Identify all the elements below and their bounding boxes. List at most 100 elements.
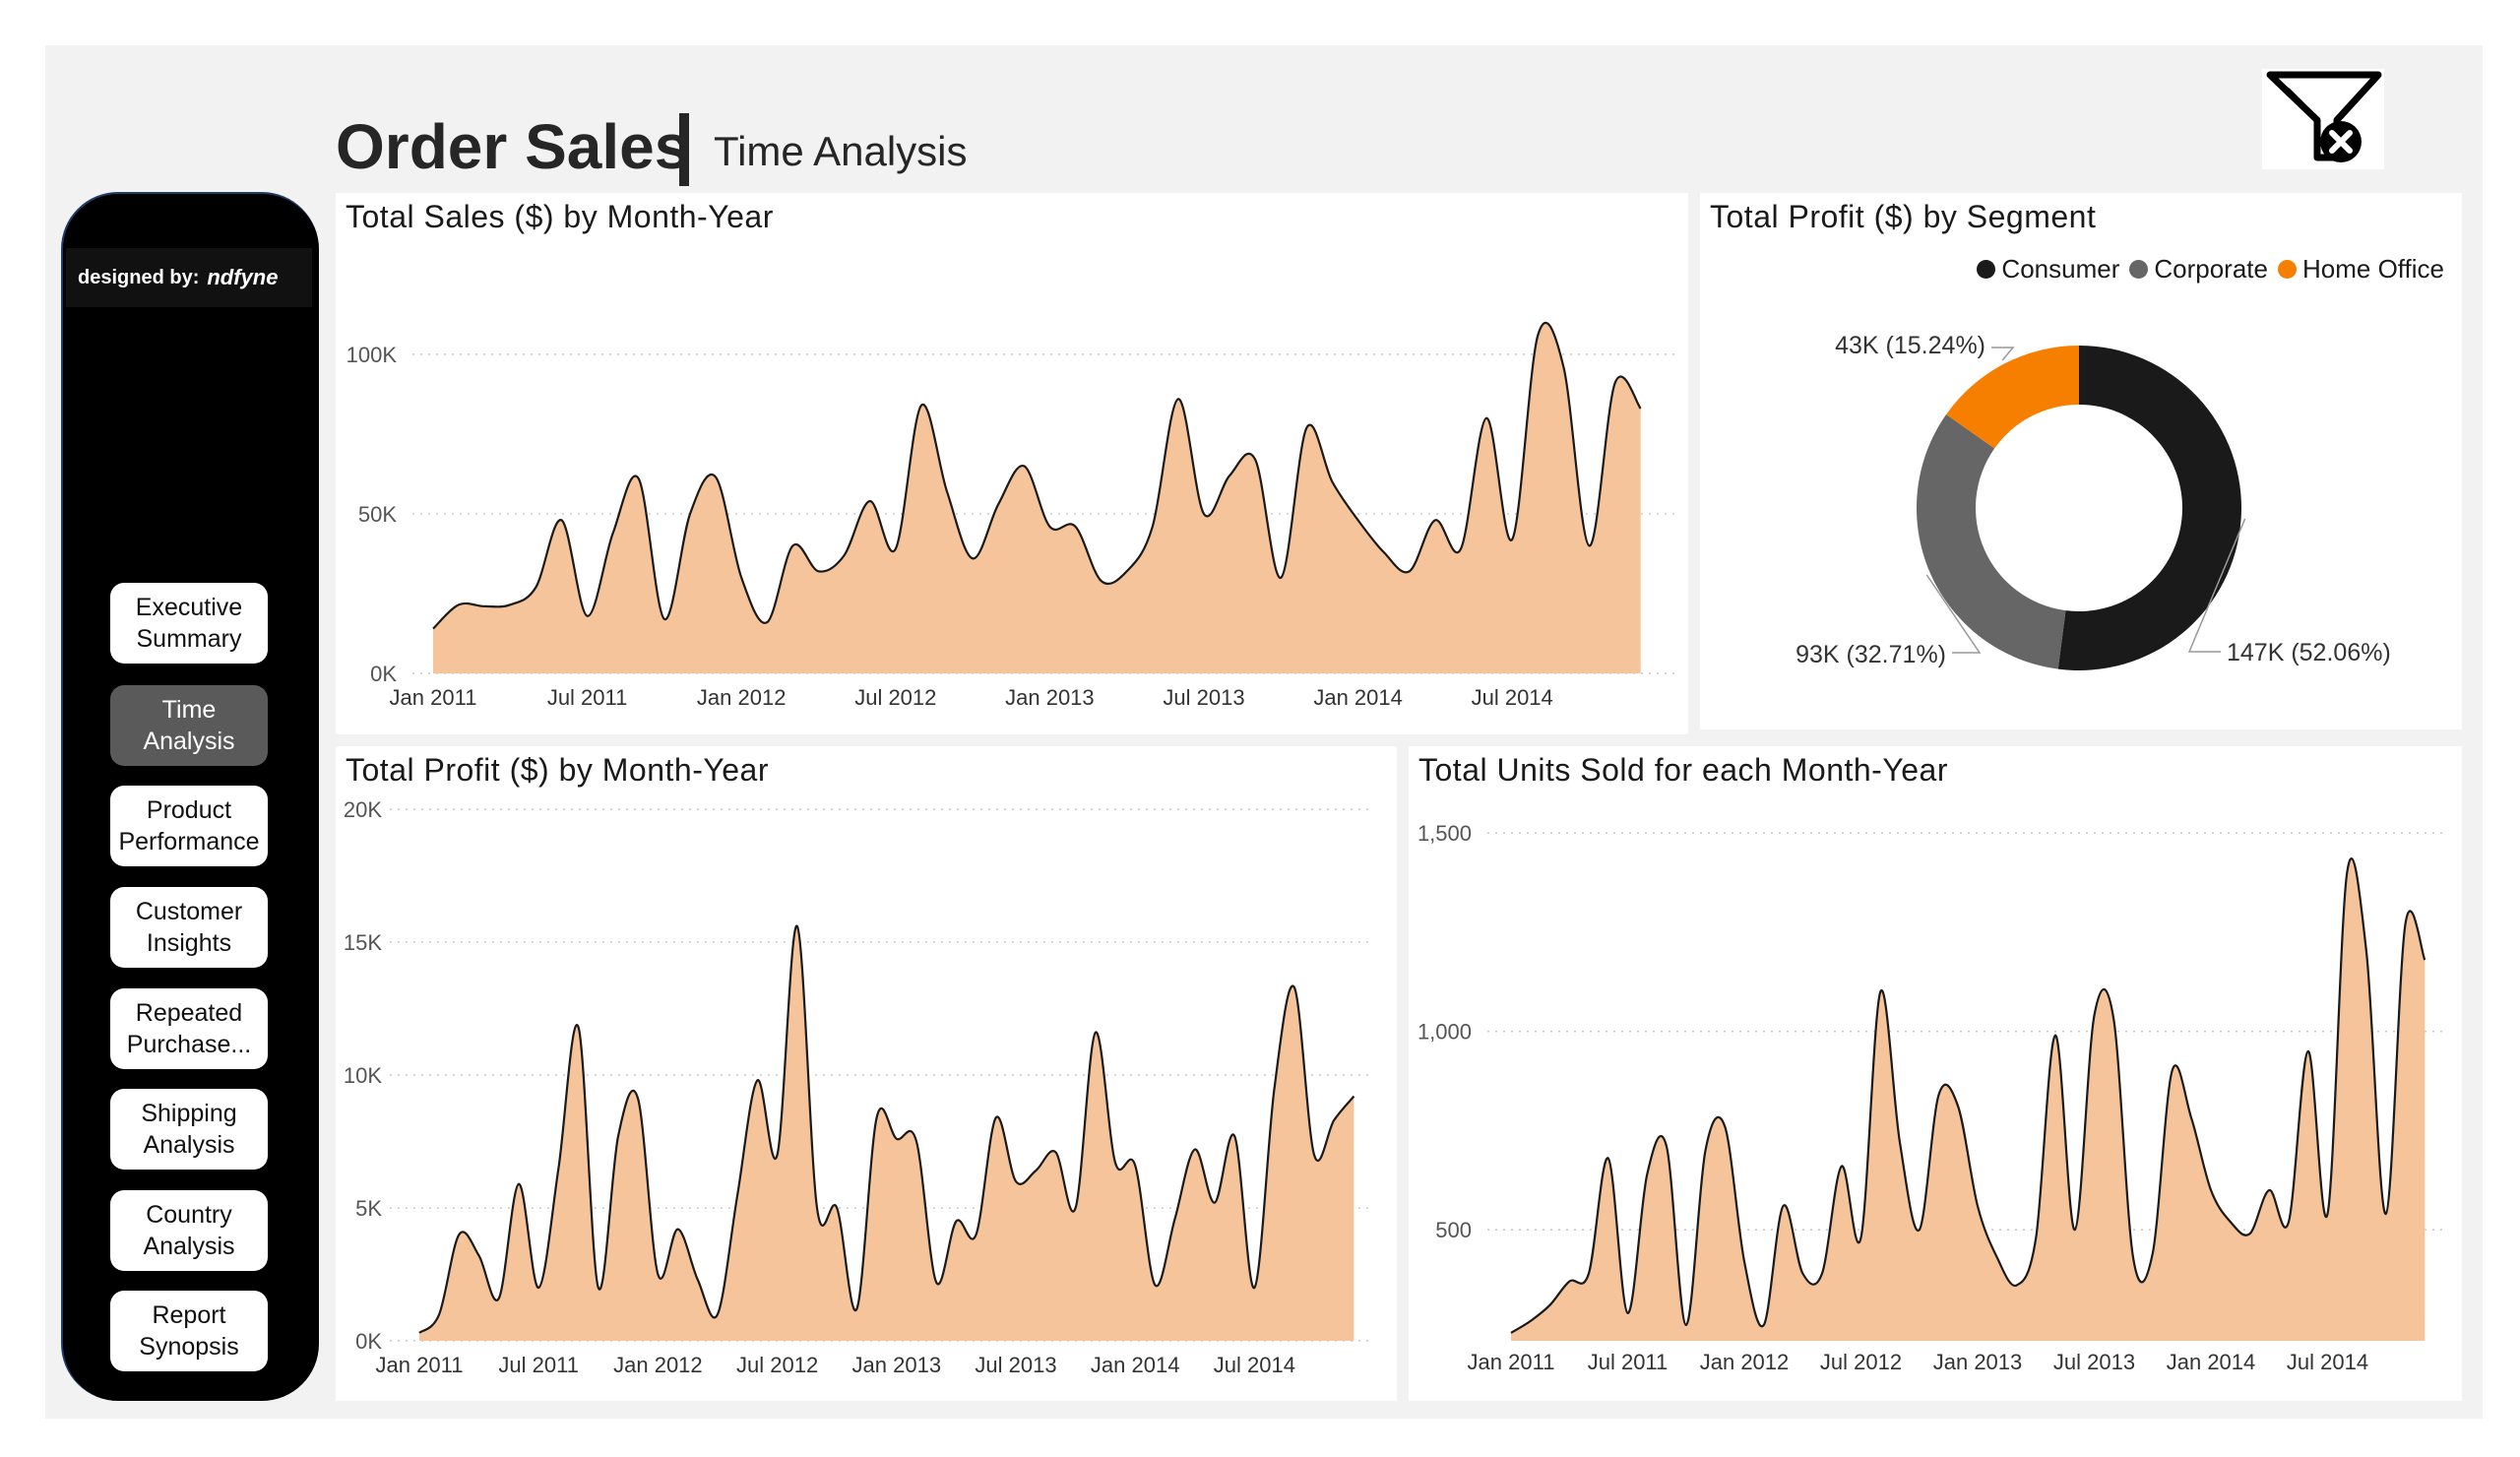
data-point[interactable] bbox=[1353, 514, 1364, 526]
data-point[interactable] bbox=[2361, 946, 2372, 958]
data-point[interactable] bbox=[992, 498, 1004, 510]
data-point[interactable] bbox=[1622, 1307, 1634, 1319]
data-point[interactable] bbox=[1603, 1153, 1614, 1165]
data-point[interactable] bbox=[891, 1133, 903, 1145]
data-point[interactable] bbox=[473, 1250, 485, 1262]
data-point[interactable] bbox=[478, 601, 490, 612]
data-point[interactable] bbox=[787, 539, 798, 551]
data-point[interactable] bbox=[1778, 1200, 1790, 1212]
data-point[interactable] bbox=[1209, 1197, 1221, 1209]
data-point[interactable] bbox=[1641, 1169, 1653, 1180]
data-point[interactable] bbox=[2225, 1216, 2236, 1228]
data-point[interactable] bbox=[950, 1216, 962, 1228]
data-point[interactable] bbox=[2127, 1251, 2139, 1263]
data-point[interactable] bbox=[839, 549, 850, 561]
data-point[interactable] bbox=[751, 1074, 763, 1086]
data-point[interactable] bbox=[1070, 1202, 1082, 1214]
data-point[interactable] bbox=[1096, 575, 1107, 587]
data-point[interactable] bbox=[533, 1282, 544, 1294]
data-point[interactable] bbox=[2069, 1224, 2081, 1235]
data-point[interactable] bbox=[731, 1189, 743, 1201]
data-point[interactable] bbox=[890, 543, 902, 555]
data-point[interactable] bbox=[1583, 1267, 1595, 1279]
data-point[interactable] bbox=[1224, 470, 1235, 481]
legend-consumer[interactable]: Consumer bbox=[1977, 254, 2119, 285]
data-point[interactable] bbox=[1248, 1282, 1260, 1294]
data-point[interactable] bbox=[1308, 1149, 1320, 1161]
data-point[interactable] bbox=[1169, 1213, 1181, 1225]
data-point[interactable] bbox=[607, 527, 619, 538]
data-point[interactable] bbox=[1661, 1141, 1672, 1153]
data-point[interactable] bbox=[672, 1224, 684, 1235]
donut-slice-home-office[interactable] bbox=[1946, 346, 2079, 449]
data-point[interactable] bbox=[1609, 377, 1621, 389]
data-point[interactable] bbox=[1933, 1089, 1945, 1101]
data-point[interactable] bbox=[2302, 1045, 2314, 1057]
data-point[interactable] bbox=[930, 1277, 942, 1289]
data-point[interactable] bbox=[1300, 421, 1312, 433]
data-point[interactable] bbox=[1327, 476, 1339, 488]
data-point[interactable] bbox=[2283, 1216, 2295, 1228]
data-point[interactable] bbox=[593, 1282, 604, 1294]
data-point[interactable] bbox=[1914, 1224, 1925, 1235]
data-point[interactable] bbox=[2185, 1112, 2197, 1124]
data-point[interactable] bbox=[831, 1202, 843, 1214]
data-point[interactable] bbox=[453, 599, 465, 610]
data-point[interactable] bbox=[1738, 1255, 1750, 1267]
data-point[interactable] bbox=[2205, 1184, 2217, 1196]
data-point[interactable] bbox=[427, 623, 439, 635]
data-point[interactable] bbox=[1189, 1144, 1201, 1156]
nav-country-analysis[interactable]: Country Analysis bbox=[110, 1190, 268, 1271]
data-point[interactable] bbox=[811, 1202, 823, 1214]
data-point[interactable] bbox=[1480, 412, 1492, 424]
nav-executive-summary[interactable]: Executive Summary bbox=[110, 583, 268, 664]
data-point[interactable] bbox=[1129, 1160, 1141, 1172]
data-point[interactable] bbox=[2244, 1228, 2256, 1239]
data-point[interactable] bbox=[813, 565, 825, 577]
data-point[interactable] bbox=[1557, 361, 1569, 373]
data-point[interactable] bbox=[2108, 1014, 2119, 1026]
data-point[interactable] bbox=[2341, 866, 2353, 878]
data-point[interactable] bbox=[1429, 514, 1441, 526]
data-point[interactable] bbox=[433, 1308, 445, 1320]
data-point[interactable] bbox=[1328, 1114, 1340, 1126]
clear-filters-button[interactable] bbox=[2262, 69, 2384, 169]
data-point[interactable] bbox=[1796, 1267, 1808, 1279]
data-point[interactable] bbox=[735, 572, 747, 584]
data-point[interactable] bbox=[552, 1163, 564, 1174]
data-point[interactable] bbox=[684, 508, 696, 520]
data-point[interactable] bbox=[413, 1327, 425, 1339]
data-point[interactable] bbox=[1719, 1120, 1731, 1132]
data-point[interactable] bbox=[911, 1136, 922, 1148]
legend-corporate[interactable]: Corporate bbox=[2129, 254, 2268, 285]
data-point[interactable] bbox=[2419, 954, 2430, 966]
data-point[interactable] bbox=[1874, 985, 1886, 997]
data-point[interactable] bbox=[1121, 565, 1133, 577]
data-point[interactable] bbox=[582, 610, 594, 622]
donut-slice-consumer[interactable] bbox=[2057, 346, 2241, 670]
data-point[interactable] bbox=[2089, 1010, 2101, 1022]
data-point[interactable] bbox=[692, 1274, 704, 1286]
nav-report-synopsis[interactable]: Report Synopsis bbox=[110, 1291, 268, 1371]
data-point[interactable] bbox=[1198, 508, 1210, 520]
data-point[interactable] bbox=[971, 1229, 982, 1240]
data-point[interactable] bbox=[1506, 534, 1518, 545]
data-point[interactable] bbox=[1030, 1165, 1041, 1176]
data-point[interactable] bbox=[1275, 572, 1287, 584]
data-point[interactable] bbox=[710, 472, 722, 483]
data-point[interactable] bbox=[1109, 1157, 1121, 1169]
data-point[interactable] bbox=[967, 552, 978, 564]
data-point[interactable] bbox=[513, 1178, 525, 1190]
data-point[interactable] bbox=[1972, 1200, 1984, 1212]
data-point[interactable] bbox=[1563, 1276, 1575, 1288]
nav-repeated-purchase[interactable]: Repeated Purchase... bbox=[110, 988, 268, 1069]
data-point[interactable] bbox=[1172, 393, 1184, 405]
data-point[interactable] bbox=[1018, 460, 1030, 472]
data-point[interactable] bbox=[652, 1269, 663, 1281]
data-point[interactable] bbox=[2030, 1232, 2042, 1243]
legend-home-office[interactable]: Home Office bbox=[2277, 254, 2444, 285]
data-point[interactable] bbox=[1149, 1279, 1161, 1291]
data-point[interactable] bbox=[1090, 1027, 1102, 1039]
data-point[interactable] bbox=[1010, 1175, 1022, 1187]
data-point[interactable] bbox=[772, 1149, 784, 1161]
